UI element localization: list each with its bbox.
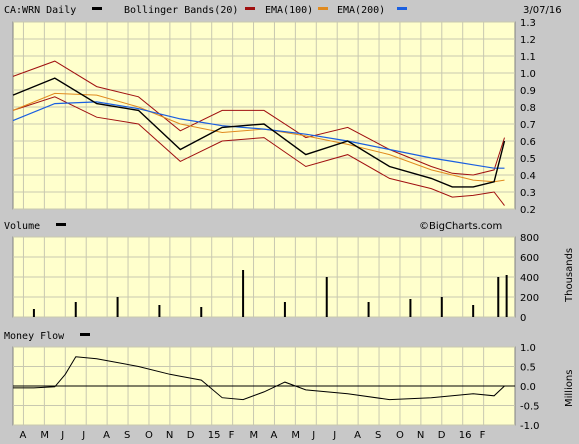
- x-tick-label: A: [19, 430, 26, 441]
- x-tick-label: J: [311, 430, 315, 441]
- y-tick-label: -1.0: [520, 421, 540, 432]
- ema100-line: [12, 92, 505, 183]
- money-flow-unit-label: Millions: [564, 370, 575, 407]
- volume-bar: [32, 309, 35, 317]
- x-tick-label: J: [60, 430, 64, 441]
- chart-date: 3/07/16: [523, 5, 562, 16]
- x-tick-label: D: [438, 430, 446, 441]
- x-tick-label: N: [417, 430, 424, 441]
- volume-title: Volume: [4, 221, 40, 232]
- y-tick-label: 200: [520, 293, 539, 304]
- volume-bar: [497, 277, 500, 317]
- y-tick-label: 0.6: [520, 137, 536, 148]
- volume-bar: [74, 302, 77, 317]
- money-flow-title: Money Flow: [4, 331, 65, 342]
- volume-grid: [13, 236, 515, 318]
- x-tick-label: A: [354, 430, 361, 441]
- ema200-legend-label: EMA(200): [337, 5, 385, 16]
- x-tick-label: 16: [459, 430, 472, 441]
- x-tick-label: A: [270, 430, 277, 441]
- x-tick-label: S: [375, 430, 381, 441]
- y-tick-label: 1.1: [520, 52, 536, 63]
- price-grid: [13, 21, 515, 210]
- x-tick-label: D: [187, 430, 195, 441]
- volume-bar: [325, 277, 328, 317]
- ema100-legend-swatch: [318, 7, 328, 10]
- x-tick-label: J: [332, 430, 336, 441]
- y-tick-label: 1.0: [520, 343, 536, 354]
- price-legend-swatch: [92, 7, 102, 10]
- volume-bar: [367, 302, 370, 317]
- volume-bars: [32, 270, 508, 317]
- volume-bar: [440, 297, 443, 317]
- volume-bar: [505, 275, 508, 317]
- volume-bar: [200, 307, 203, 317]
- x-tick-label: O: [396, 430, 404, 441]
- y-tick-label: 0.7: [520, 120, 536, 131]
- volume-legend-swatch: [56, 223, 66, 226]
- price-line: [12, 77, 506, 188]
- axis-ticks: 1.3 1.2 1.1 1.0 0.9 0.8 0.7 0.6 0.5 0.4 0.3 0.2 800 6…: [19, 18, 539, 441]
- y-tick-label: 0.2: [520, 205, 536, 216]
- ema200-line: [12, 101, 505, 169]
- x-tick-label: M: [250, 430, 259, 441]
- x-tick-label: 15: [208, 430, 221, 441]
- money-flow-legend-swatch: [80, 333, 90, 336]
- x-tick-label: M: [40, 430, 49, 441]
- y-tick-label: 0.4: [520, 171, 536, 182]
- y-tick-label: 0.9: [520, 86, 536, 97]
- volume-bar: [158, 305, 161, 317]
- y-tick-label: 0: [520, 313, 526, 324]
- y-tick-label: 0.5: [520, 154, 536, 165]
- y-tick-label: 400: [520, 273, 539, 284]
- volume-unit-label: Thousands: [564, 248, 575, 303]
- ema200-legend-swatch: [397, 7, 407, 10]
- bollinger-upper-line: [12, 60, 505, 176]
- x-tick-label: F: [480, 430, 486, 441]
- x-tick-label: N: [166, 430, 173, 441]
- symbol-label: CA:WRN Daily: [4, 5, 76, 16]
- bollinger-lower-line: [12, 96, 505, 206]
- y-tick-label: 800: [520, 233, 539, 244]
- x-tick-label: O: [145, 430, 153, 441]
- y-tick-label: 1.0: [520, 69, 536, 80]
- y-tick-label: 0.5: [520, 363, 536, 374]
- x-tick-label: S: [124, 430, 130, 441]
- money-flow-line: [13, 356, 505, 401]
- volume-bar: [409, 299, 412, 317]
- bigcharts-watermark: ©BigCharts.com: [419, 221, 502, 232]
- y-tick-label: 0.3: [520, 188, 536, 199]
- volume-bar: [472, 305, 475, 317]
- volume-bar: [116, 297, 119, 317]
- bollinger-legend-label: Bollinger Bands(20): [124, 5, 238, 16]
- y-tick-label: 1.3: [520, 18, 536, 29]
- y-tick-label: 0.8: [520, 103, 536, 114]
- volume-bar: [242, 270, 245, 317]
- y-tick-label: 600: [520, 253, 539, 264]
- y-tick-label: 1.2: [520, 35, 536, 46]
- ema100-legend-label: EMA(100): [265, 5, 313, 16]
- x-tick-label: M: [291, 430, 300, 441]
- y-tick-label: 0.0: [520, 382, 536, 393]
- bollinger-legend-swatch: [245, 7, 255, 10]
- x-tick-label: F: [229, 430, 235, 441]
- y-tick-label: -0.5: [520, 402, 540, 413]
- price-panel: [12, 21, 516, 210]
- x-tick-label: A: [103, 430, 110, 441]
- x-tick-label: J: [81, 430, 85, 441]
- volume-bar: [283, 302, 286, 317]
